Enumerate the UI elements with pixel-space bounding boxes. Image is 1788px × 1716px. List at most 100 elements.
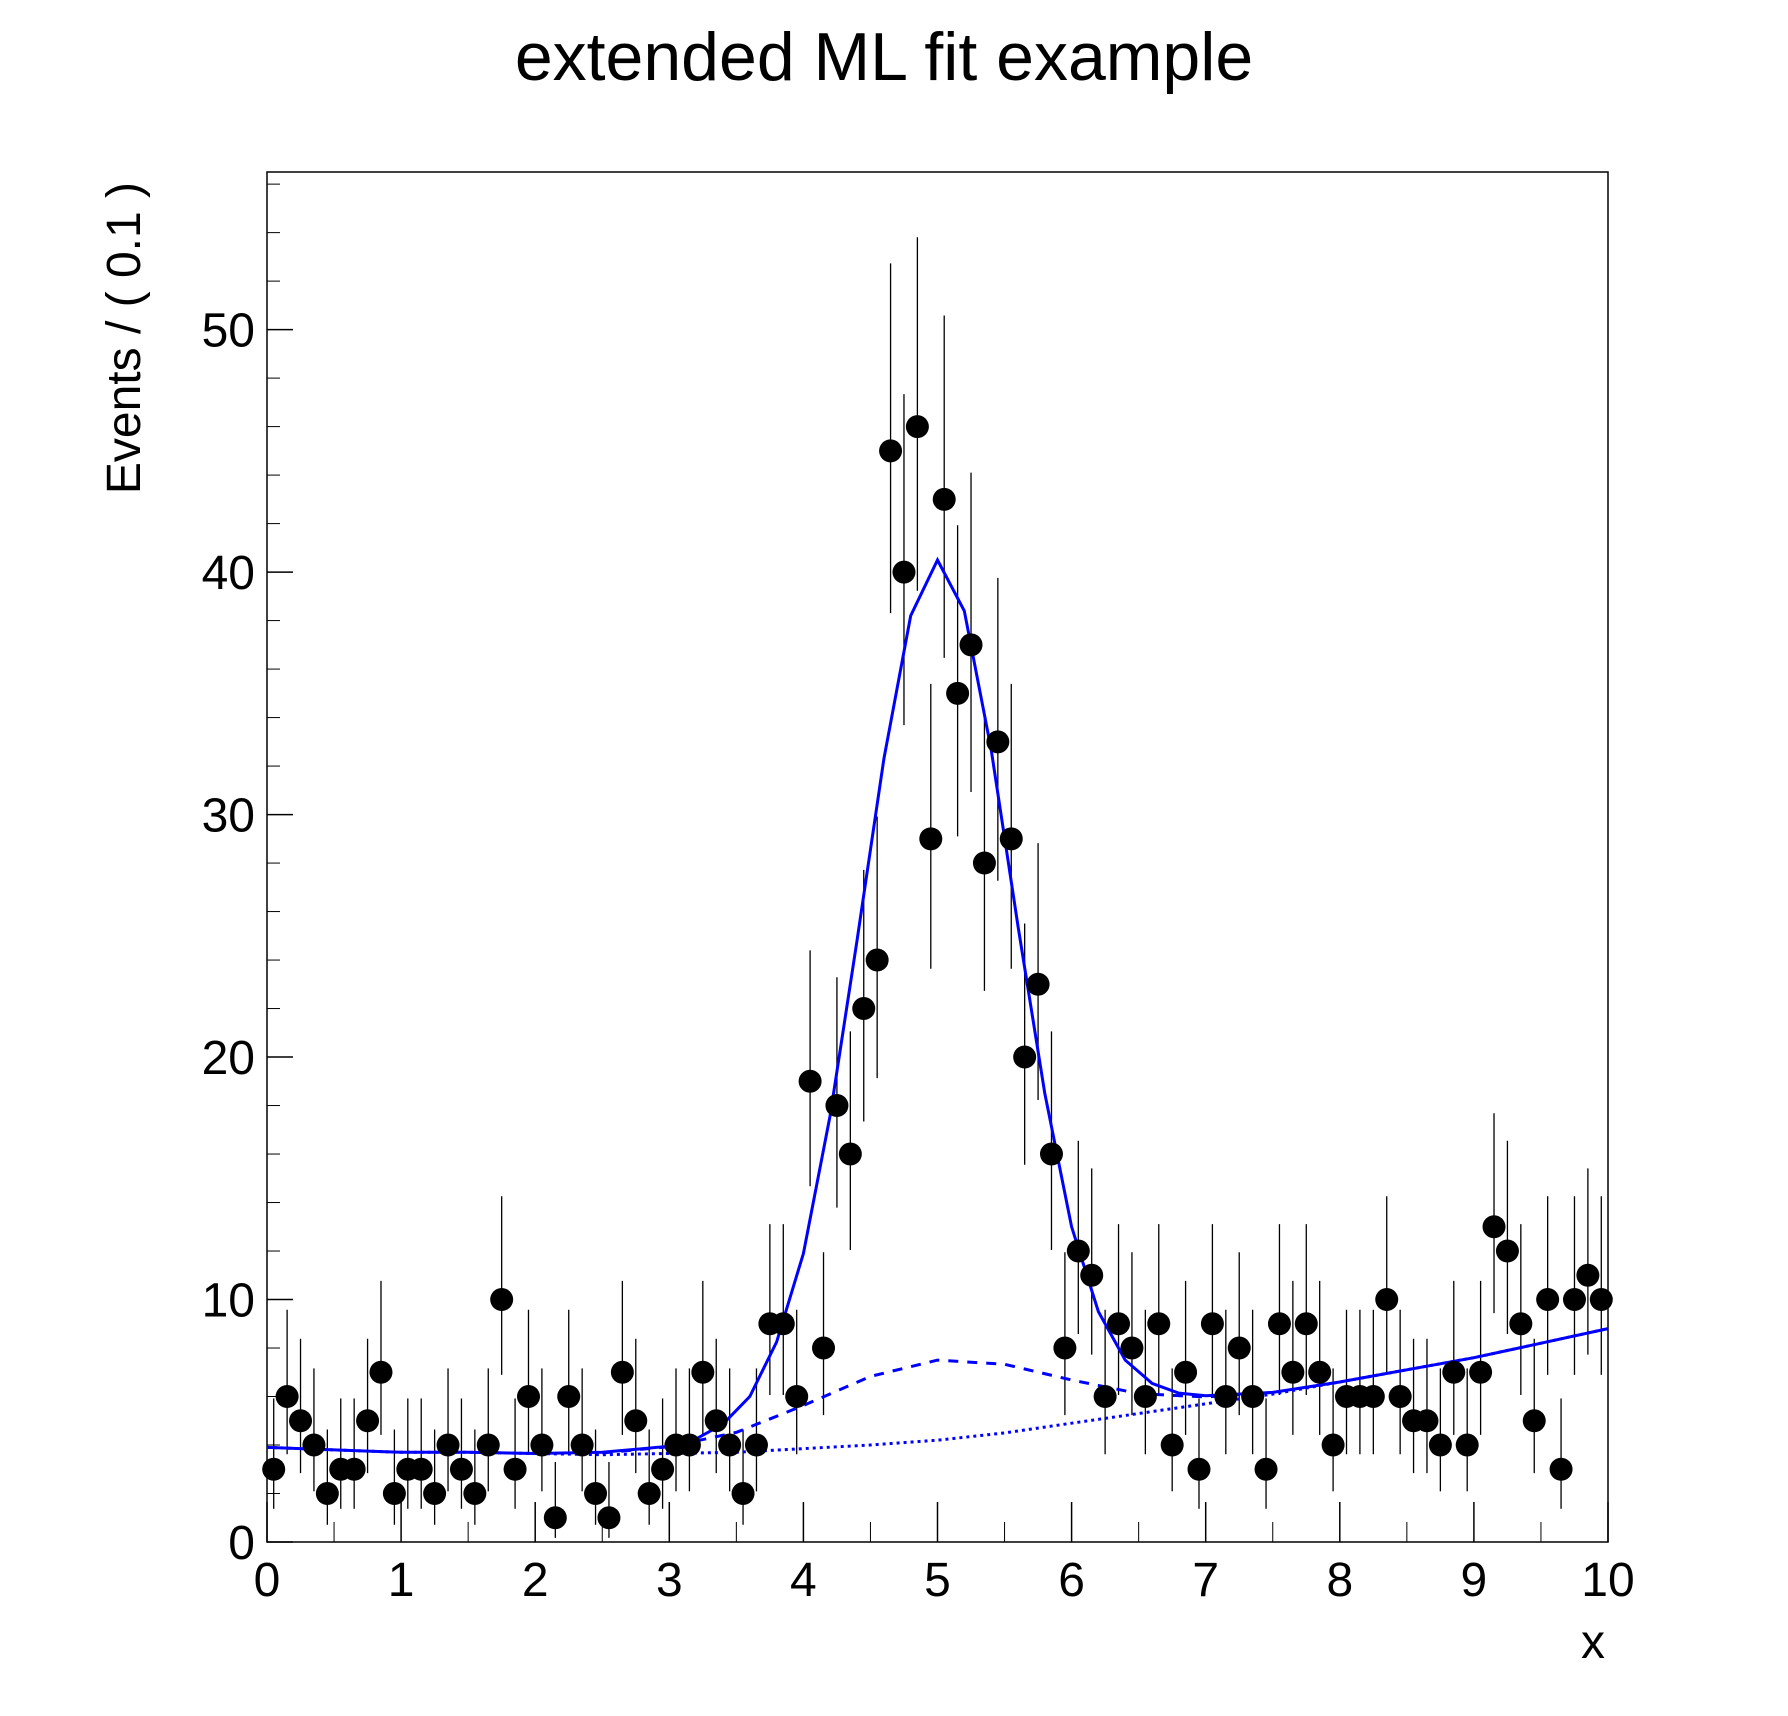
- data-point: [262, 1457, 286, 1481]
- data-point: [1455, 1433, 1479, 1457]
- data-point: [1509, 1312, 1533, 1336]
- x-axis-label: x: [1581, 1616, 1605, 1669]
- data-point: [503, 1457, 527, 1481]
- data-point: [516, 1385, 540, 1409]
- data-point: [812, 1336, 836, 1360]
- data-point: [1066, 1239, 1090, 1263]
- data-point: [865, 948, 889, 972]
- x-tick-label: 4: [790, 1554, 817, 1607]
- data-point: [1174, 1360, 1198, 1384]
- data-point: [1522, 1409, 1546, 1433]
- data-point: [785, 1385, 809, 1409]
- data-point: [1254, 1457, 1278, 1481]
- y-tick-label: 10: [202, 1275, 255, 1328]
- data-point: [838, 1142, 862, 1166]
- data-point: [1200, 1312, 1224, 1336]
- y-axis-label: Events / ( 0.1 ): [98, 182, 151, 494]
- data-point: [1415, 1409, 1439, 1433]
- data-point: [1361, 1385, 1385, 1409]
- data-point: [1241, 1385, 1265, 1409]
- data-point: [624, 1409, 648, 1433]
- data-point: [798, 1069, 822, 1093]
- data-point: [610, 1360, 634, 1384]
- fit-curve: [602, 1358, 1273, 1455]
- x-tick-label: 1: [388, 1554, 415, 1607]
- data-point: [1308, 1360, 1332, 1384]
- data-point: [302, 1433, 326, 1457]
- y-tick-label: 30: [202, 790, 255, 843]
- data-point: [597, 1506, 621, 1530]
- x-tick-label: 0: [254, 1554, 281, 1607]
- data-point: [879, 439, 903, 463]
- data-point: [1107, 1312, 1131, 1336]
- data-point: [289, 1409, 313, 1433]
- x-tick-label: 9: [1461, 1554, 1488, 1607]
- fit-curve: [266, 1327, 1609, 1457]
- data-point: [1227, 1336, 1251, 1360]
- data-point: [1549, 1457, 1573, 1481]
- data-point: [1026, 972, 1050, 996]
- data-point: [1469, 1360, 1493, 1384]
- data-point: [771, 1312, 795, 1336]
- data-point: [584, 1482, 608, 1506]
- data-point: [1482, 1215, 1506, 1239]
- x-tick-label: 8: [1326, 1554, 1353, 1607]
- y-tick-label: 40: [202, 547, 255, 600]
- data-point: [463, 1482, 487, 1506]
- data-point: [1147, 1312, 1171, 1336]
- data-point: [1120, 1336, 1144, 1360]
- data-point: [691, 1360, 715, 1384]
- data-point: [369, 1360, 393, 1384]
- data-point: [932, 487, 956, 511]
- data-point: [1495, 1239, 1519, 1263]
- x-tick-label: 5: [924, 1554, 951, 1607]
- data-point: [382, 1482, 406, 1506]
- data-point: [1281, 1360, 1305, 1384]
- data-point: [476, 1433, 500, 1457]
- data-point: [1187, 1457, 1211, 1481]
- data-point: [1080, 1263, 1104, 1287]
- data-point: [986, 730, 1010, 754]
- data-point: [557, 1385, 581, 1409]
- data-point: [1589, 1288, 1613, 1312]
- data-point: [999, 827, 1023, 851]
- data-point: [731, 1482, 755, 1506]
- chart-title: extended ML fit example: [515, 19, 1253, 95]
- data-point: [315, 1482, 339, 1506]
- data-point: [543, 1506, 567, 1530]
- y-tick-label: 20: [202, 1032, 255, 1085]
- data-point: [959, 633, 983, 657]
- data-point: [1536, 1288, 1560, 1312]
- data-point: [436, 1433, 460, 1457]
- x-tick-label: 2: [522, 1554, 549, 1607]
- data-point: [1375, 1288, 1399, 1312]
- data-point: [409, 1457, 433, 1481]
- x-tick-label: 10: [1581, 1554, 1634, 1607]
- data-point: [490, 1288, 514, 1312]
- data-point: [423, 1482, 447, 1506]
- data-point: [1039, 1142, 1063, 1166]
- data-point: [1562, 1288, 1586, 1312]
- data-point: [1267, 1312, 1291, 1336]
- data-point: [1428, 1433, 1452, 1457]
- data-point: [718, 1433, 742, 1457]
- data-point: [651, 1457, 675, 1481]
- data-point: [677, 1433, 701, 1457]
- x-tick-label: 7: [1192, 1554, 1219, 1607]
- data-point: [972, 851, 996, 875]
- data-point: [892, 560, 916, 584]
- data-point: [704, 1409, 728, 1433]
- plot-frame: [266, 171, 1609, 1543]
- data-point: [1133, 1385, 1157, 1409]
- data-point: [637, 1482, 661, 1506]
- y-tick-label: 50: [202, 305, 255, 358]
- data-point: [275, 1385, 299, 1409]
- data-point: [1013, 1045, 1037, 1069]
- data-point: [1160, 1433, 1184, 1457]
- data-point: [1442, 1360, 1466, 1384]
- data-point: [919, 827, 943, 851]
- data-point: [530, 1433, 554, 1457]
- data-point: [905, 415, 929, 439]
